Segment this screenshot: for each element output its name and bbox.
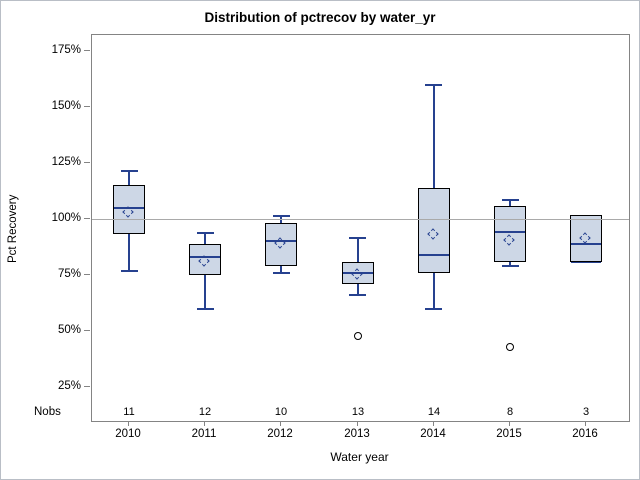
y-tick-mark (84, 274, 90, 275)
nobs-value: 12 (198, 406, 212, 418)
median-line (266, 240, 296, 242)
y-tick-mark (84, 386, 90, 387)
whisker-cap-bottom (425, 308, 442, 310)
whisker-cap-bottom (273, 272, 290, 274)
y-tick-label: 125% (51, 156, 81, 168)
y-tick-mark (84, 162, 90, 163)
y-axis-title: Pct Recovery (7, 194, 19, 264)
x-tick-label: 2010 (115, 428, 141, 440)
median-line (343, 272, 373, 274)
whisker-cap-bottom (349, 294, 366, 296)
outlier-point (506, 343, 514, 351)
whisker-cap-top (273, 215, 290, 217)
median-line (419, 254, 449, 256)
x-tick-mark (128, 421, 129, 426)
y-tick-label: 150% (51, 100, 81, 112)
x-axis-title: Water year (330, 450, 389, 464)
x-tick-label: 2011 (191, 428, 217, 440)
nobs-value: 14 (427, 406, 441, 418)
nobs-value: 10 (274, 406, 288, 418)
x-tick-label: 2012 (267, 428, 293, 440)
y-tick-mark (84, 106, 90, 107)
whisker-cap-bottom (571, 261, 601, 263)
x-tick-mark (433, 421, 434, 426)
reference-line-100pct (92, 219, 629, 220)
x-tick-label: 2016 (572, 428, 598, 440)
chart-title: Distribution of pctrecov by water_yr (204, 10, 436, 25)
plot-area: 11 12 10 13 14 8 3 (91, 34, 630, 422)
y-tick-label: 25% (57, 380, 81, 392)
nobs-value: 8 (506, 406, 514, 418)
whisker-cap-bottom (502, 265, 519, 267)
iqr-box (113, 185, 145, 234)
iqr-box (418, 188, 450, 273)
y-tick-mark (84, 218, 90, 219)
whisker-cap-top (349, 237, 366, 239)
iqr-box (570, 215, 602, 262)
y-tick-label: 75% (57, 268, 81, 280)
whisker-cap-bottom (121, 270, 138, 272)
x-tick-mark (204, 421, 205, 426)
iqr-box (189, 244, 221, 275)
outlier-point (354, 332, 362, 340)
iqr-box (265, 223, 297, 266)
x-tick-mark (585, 421, 586, 426)
x-tick-label: 2014 (420, 428, 446, 440)
x-tick-label: 2013 (344, 428, 370, 440)
median-line (571, 243, 601, 245)
iqr-box (494, 206, 526, 262)
whisker-cap-top (425, 84, 442, 86)
y-tick-label: 175% (51, 44, 81, 56)
nobs-value: 11 (123, 406, 135, 418)
whisker-cap-top (502, 199, 519, 201)
x-tick-mark (509, 421, 510, 426)
whisker-cap-top (121, 170, 138, 172)
y-tick-mark (84, 50, 90, 51)
nobs-value: 13 (351, 406, 365, 418)
median-line (190, 256, 220, 258)
y-tick-mark (84, 330, 90, 331)
y-tick-label: 100% (51, 212, 81, 224)
median-line (495, 231, 525, 233)
y-tick-label: 50% (57, 324, 81, 336)
whisker-cap-bottom (197, 308, 214, 310)
x-tick-label: 2015 (496, 428, 522, 440)
x-tick-mark (280, 421, 281, 426)
nobs-row-label: Nobs (34, 406, 61, 418)
median-line (114, 207, 144, 209)
x-tick-mark (357, 421, 358, 426)
nobs-value: 3 (582, 406, 590, 418)
whisker-cap-top (197, 232, 214, 234)
